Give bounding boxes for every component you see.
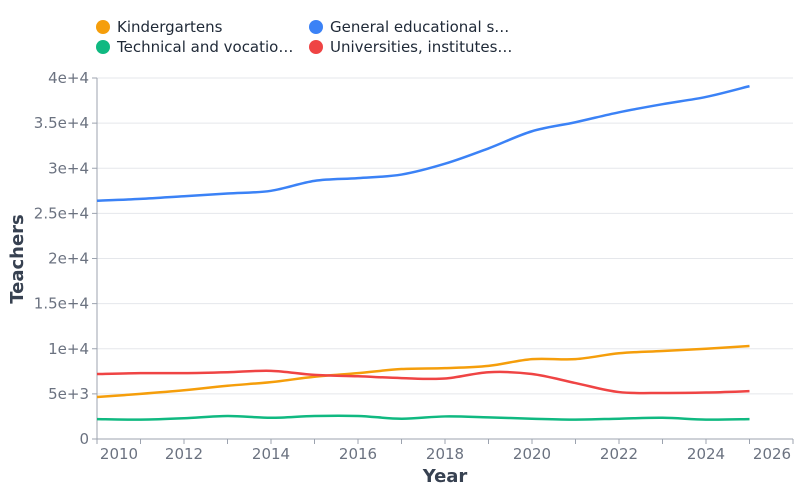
y-tick-label: 1.5e+4 <box>34 295 89 313</box>
series-line-1 <box>96 84 750 202</box>
legend-label: Technical and vocatio… <box>116 38 293 56</box>
y-tick-label: 3.5e+4 <box>34 114 89 132</box>
x-tick-label: 2016 <box>339 445 377 463</box>
legend-marker <box>309 20 323 34</box>
x-axis-title: Year <box>422 466 468 487</box>
x-tick-label: 2024 <box>687 445 725 463</box>
legend-item[interactable]: Universities, institutes… <box>309 38 512 56</box>
legend-item[interactable]: Technical and vocatio… <box>96 38 293 56</box>
x-tick-label: 2022 <box>600 445 638 463</box>
y-axis-title: Teachers <box>7 214 28 304</box>
legend-item[interactable]: General educational s… <box>309 18 509 36</box>
legend: Kindergartens General educational s… Techn… <box>96 18 512 56</box>
x-tick-label: 2018 <box>426 445 464 463</box>
legend-marker <box>96 40 110 54</box>
x-tick-label: 2020 <box>513 445 551 463</box>
legend-label: Kindergartens <box>117 18 223 36</box>
legend-label: General educational s… <box>330 18 509 36</box>
y-tick-label: 2e+4 <box>48 250 89 268</box>
x-tick-label: 2014 <box>252 445 290 463</box>
axes: 0 5e+3 1e+4 1.5e+4 2e+4 2.5e+4 3e+4 3.5e+4 4e+4 2… <box>34 69 794 463</box>
legend-marker <box>96 20 110 34</box>
legend-item[interactable]: Kindergartens <box>96 18 223 36</box>
x-tick-label: 2012 <box>165 445 203 463</box>
y-tick-label: 3e+4 <box>48 159 89 177</box>
y-tick-label: 2.5e+4 <box>34 204 89 222</box>
y-tick-label: 4e+4 <box>48 69 89 87</box>
series-line-3 <box>96 369 750 395</box>
series-line-0 <box>96 344 750 399</box>
legend-label: Universities, institutes… <box>330 38 512 56</box>
y-tick-label: 5e+3 <box>48 385 89 403</box>
y-tick-label: 0 <box>79 430 89 448</box>
series-line-2 <box>96 414 750 421</box>
legend-marker <box>309 40 323 54</box>
x-tick-label: 2010 <box>100 445 138 463</box>
grid <box>97 77 793 440</box>
x-tick-label: 2026 <box>753 445 791 463</box>
y-tick-label: 1e+4 <box>48 340 89 358</box>
series-lines <box>96 84 750 421</box>
